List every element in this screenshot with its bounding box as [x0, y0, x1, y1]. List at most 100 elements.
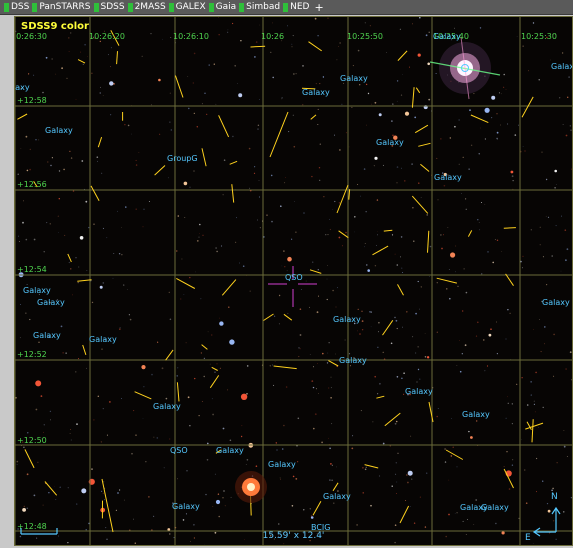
scale-bar-icon: [20, 528, 58, 535]
star: [292, 35, 294, 37]
object-label[interactable]: Galaxy: [481, 503, 509, 512]
star: [415, 352, 417, 354]
object-label[interactable]: Galaxy: [462, 410, 490, 419]
object-label[interactable]: Galaxy: [45, 126, 73, 135]
object-label[interactable]: Galaxy: [460, 503, 488, 512]
object-label[interactable]: Galaxy: [333, 315, 361, 324]
motion-vector: [283, 313, 293, 321]
star: [516, 36, 518, 37]
star: [454, 513, 456, 514]
star: [406, 474, 408, 476]
star: [169, 438, 171, 440]
star: [386, 52, 387, 53]
star: [396, 80, 399, 82]
object-label[interactable]: Galaxy: [340, 74, 368, 83]
survey-button-gaia[interactable]: Gaia: [208, 2, 236, 12]
object-label[interactable]: Galaxy: [172, 502, 200, 511]
star: [134, 542, 136, 544]
object-label[interactable]: Galaxy: [153, 402, 181, 411]
compass-icon: [532, 506, 561, 537]
object-label[interactable]: Galaxy: [339, 356, 367, 365]
star: [240, 40, 242, 42]
sky-viewer[interactable]: SDSS9 color 10:26:30 10:26:20 10:26:10 1…: [14, 16, 573, 546]
survey-button-ned[interactable]: NED: [283, 2, 309, 12]
survey-button-panstarrs[interactable]: PanSTARRS: [32, 2, 91, 12]
object-label[interactable]: QSO: [285, 273, 303, 282]
motion-vector: [503, 227, 516, 229]
add-survey-button[interactable]: +: [314, 0, 324, 14]
star: [426, 214, 429, 216]
star: [319, 179, 321, 181]
object-label[interactable]: Galaxy: [433, 32, 461, 41]
star: [287, 25, 288, 27]
star: [477, 321, 479, 324]
object-label[interactable]: Galaxy: [405, 387, 433, 396]
object-label[interactable]: Galaxy: [434, 173, 462, 182]
star: [253, 172, 256, 174]
star: [468, 430, 470, 433]
object-label[interactable]: QSO: [170, 446, 188, 455]
object-label[interactable]: Galaxy: [376, 138, 404, 147]
star: [25, 238, 28, 241]
object-label[interactable]: BCIG: [311, 523, 331, 532]
star: [495, 522, 497, 525]
object-label[interactable]: Galaxy: [216, 446, 244, 455]
object-label[interactable]: Galaxy: [23, 286, 51, 295]
object-label[interactable]: Galaxy: [33, 331, 61, 340]
object-label[interactable]: GroupG: [167, 154, 198, 163]
motion-vector: [328, 360, 339, 367]
object-label[interactable]: Galaxy: [542, 298, 570, 307]
star: [369, 311, 371, 313]
survey-button-simbad[interactable]: Simbad: [239, 2, 280, 12]
star: [503, 466, 505, 468]
survey-swatch-icon: [283, 2, 289, 12]
star: [365, 83, 368, 86]
star: [22, 508, 26, 512]
star: [36, 537, 38, 539]
star: [143, 386, 145, 388]
star: [266, 214, 268, 216]
object-label[interactable]: Galaxy: [302, 88, 330, 97]
star: [399, 28, 401, 30]
star: [257, 128, 259, 130]
star: [377, 234, 378, 236]
star: [417, 280, 419, 283]
star: [113, 83, 115, 85]
star: [189, 540, 191, 542]
star: [78, 358, 79, 360]
survey-button-dss[interactable]: DSS: [4, 2, 29, 12]
star: [374, 101, 377, 104]
survey-button-2mass[interactable]: 2MASS: [127, 2, 166, 12]
star: [118, 253, 121, 255]
dec-tick-label: +12:48: [17, 522, 47, 531]
object-label[interactable]: laxy: [14, 83, 30, 92]
star: [429, 245, 432, 248]
star: [67, 542, 69, 544]
star: [110, 114, 112, 116]
star: [530, 229, 532, 231]
star: [213, 63, 215, 65]
object-label[interactable]: Galaxy: [551, 62, 572, 71]
star: [280, 478, 281, 480]
survey-button-galex[interactable]: GALEX: [168, 2, 206, 12]
star: [193, 537, 195, 539]
star: [334, 134, 335, 136]
survey-button-sdss[interactable]: SDSS: [93, 2, 125, 12]
star: [43, 431, 44, 433]
object-label[interactable]: Galaxy: [323, 492, 351, 501]
star: [419, 308, 420, 310]
star: [555, 538, 557, 540]
star: [318, 295, 319, 297]
star: [437, 408, 439, 409]
object-label[interactable]: Galaxy: [268, 460, 296, 469]
star: [135, 434, 137, 436]
sky-image[interactable]: [15, 17, 573, 546]
object-label[interactable]: Galaxy: [89, 335, 117, 344]
star: [238, 93, 243, 98]
star: [443, 172, 447, 177]
star: [559, 97, 561, 99]
star: [208, 64, 210, 66]
motion-vector: [77, 279, 92, 282]
object-label[interactable]: Galaxy: [37, 298, 65, 307]
star: [371, 103, 373, 105]
